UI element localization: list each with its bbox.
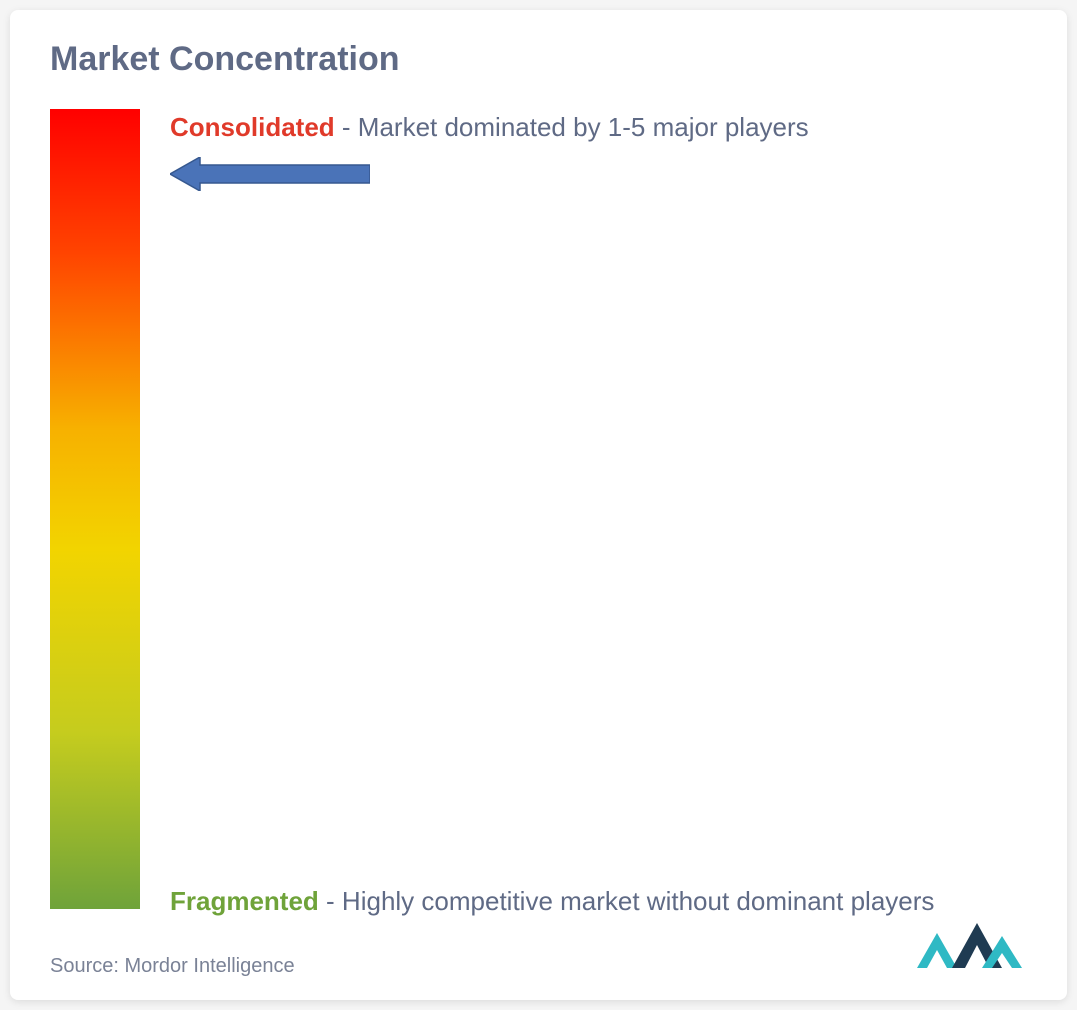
left-arrow-icon <box>170 157 370 191</box>
labels-column: Consolidated - Market dominated by 1-5 m… <box>140 109 1027 929</box>
content-row: Consolidated - Market dominated by 1-5 m… <box>50 109 1027 929</box>
concentration-gradient-bar <box>50 109 140 909</box>
fragmented-key: Fragmented <box>170 886 319 916</box>
consolidated-block: Consolidated - Market dominated by 1-5 m… <box>170 109 1027 191</box>
card-title: Market Concentration <box>50 40 1027 79</box>
mordor-logo-icon <box>907 918 1027 978</box>
fragmented-desc: - Highly competitive market without domi… <box>326 886 934 916</box>
indicator-arrow <box>170 157 1027 191</box>
footer-row: Source: Mordor Intelligence <box>50 918 1027 978</box>
consolidated-label: Consolidated - Market dominated by 1-5 m… <box>170 109 1027 145</box>
consolidated-key: Consolidated <box>170 112 335 142</box>
consolidated-desc: - Market dominated by 1-5 major players <box>342 112 809 142</box>
fragmented-block: Fragmented - Highly competitive market w… <box>170 883 1027 919</box>
market-concentration-card: Market Concentration Consolidated - Mark… <box>10 10 1067 1000</box>
source-text: Source: Mordor Intelligence <box>50 955 295 978</box>
